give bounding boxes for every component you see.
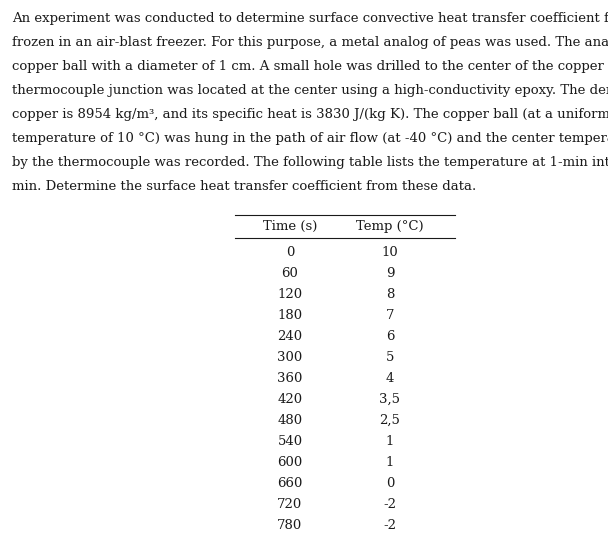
Text: 0: 0 (286, 246, 294, 259)
Text: An experiment was conducted to determine surface convective heat transfer coeffi: An experiment was conducted to determine… (12, 12, 608, 25)
Text: 0: 0 (386, 477, 394, 490)
Text: by the thermocouple was recorded. The following table lists the temperature at 1: by the thermocouple was recorded. The fo… (12, 156, 608, 169)
Text: 360: 360 (277, 372, 303, 385)
Text: 120: 120 (277, 288, 303, 301)
Text: Time (s): Time (s) (263, 220, 317, 233)
Text: 480: 480 (277, 414, 303, 427)
Text: 720: 720 (277, 498, 303, 511)
Text: 8: 8 (386, 288, 394, 301)
Text: copper is 8954 kg/m³, and its specific heat is 3830 J/(kg K). The copper ball (a: copper is 8954 kg/m³, and its specific h… (12, 108, 608, 121)
Text: Temp (°C): Temp (°C) (356, 220, 424, 233)
Text: 780: 780 (277, 519, 303, 532)
Text: 1: 1 (386, 435, 394, 448)
Text: -2: -2 (384, 498, 396, 511)
Text: 60: 60 (282, 267, 299, 280)
Text: 540: 540 (277, 435, 303, 448)
Text: 180: 180 (277, 309, 303, 322)
Text: thermocouple junction was located at the center using a high-conductivity epoxy.: thermocouple junction was located at the… (12, 84, 608, 97)
Text: 2,5: 2,5 (379, 414, 401, 427)
Text: 9: 9 (385, 267, 394, 280)
Text: -2: -2 (384, 519, 396, 532)
Text: 600: 600 (277, 456, 303, 469)
Text: 7: 7 (385, 309, 394, 322)
Text: 660: 660 (277, 477, 303, 490)
Text: 240: 240 (277, 330, 303, 343)
Text: min. Determine the surface heat transfer coefficient from these data.: min. Determine the surface heat transfer… (12, 180, 476, 193)
Text: 4: 4 (386, 372, 394, 385)
Text: 420: 420 (277, 393, 303, 406)
Text: 3,5: 3,5 (379, 393, 401, 406)
Text: frozen in an air-blast freezer. For this purpose, a metal analog of peas was use: frozen in an air-blast freezer. For this… (12, 36, 608, 49)
Text: temperature of 10 °C) was hung in the path of air flow (at -40 °C) and the cente: temperature of 10 °C) was hung in the pa… (12, 132, 608, 145)
Text: copper ball with a diameter of 1 cm. A small hole was drilled to the center of t: copper ball with a diameter of 1 cm. A s… (12, 60, 608, 73)
Text: 1: 1 (386, 456, 394, 469)
Text: 10: 10 (382, 246, 398, 259)
Text: 5: 5 (386, 351, 394, 364)
Text: 6: 6 (385, 330, 394, 343)
Text: 300: 300 (277, 351, 303, 364)
